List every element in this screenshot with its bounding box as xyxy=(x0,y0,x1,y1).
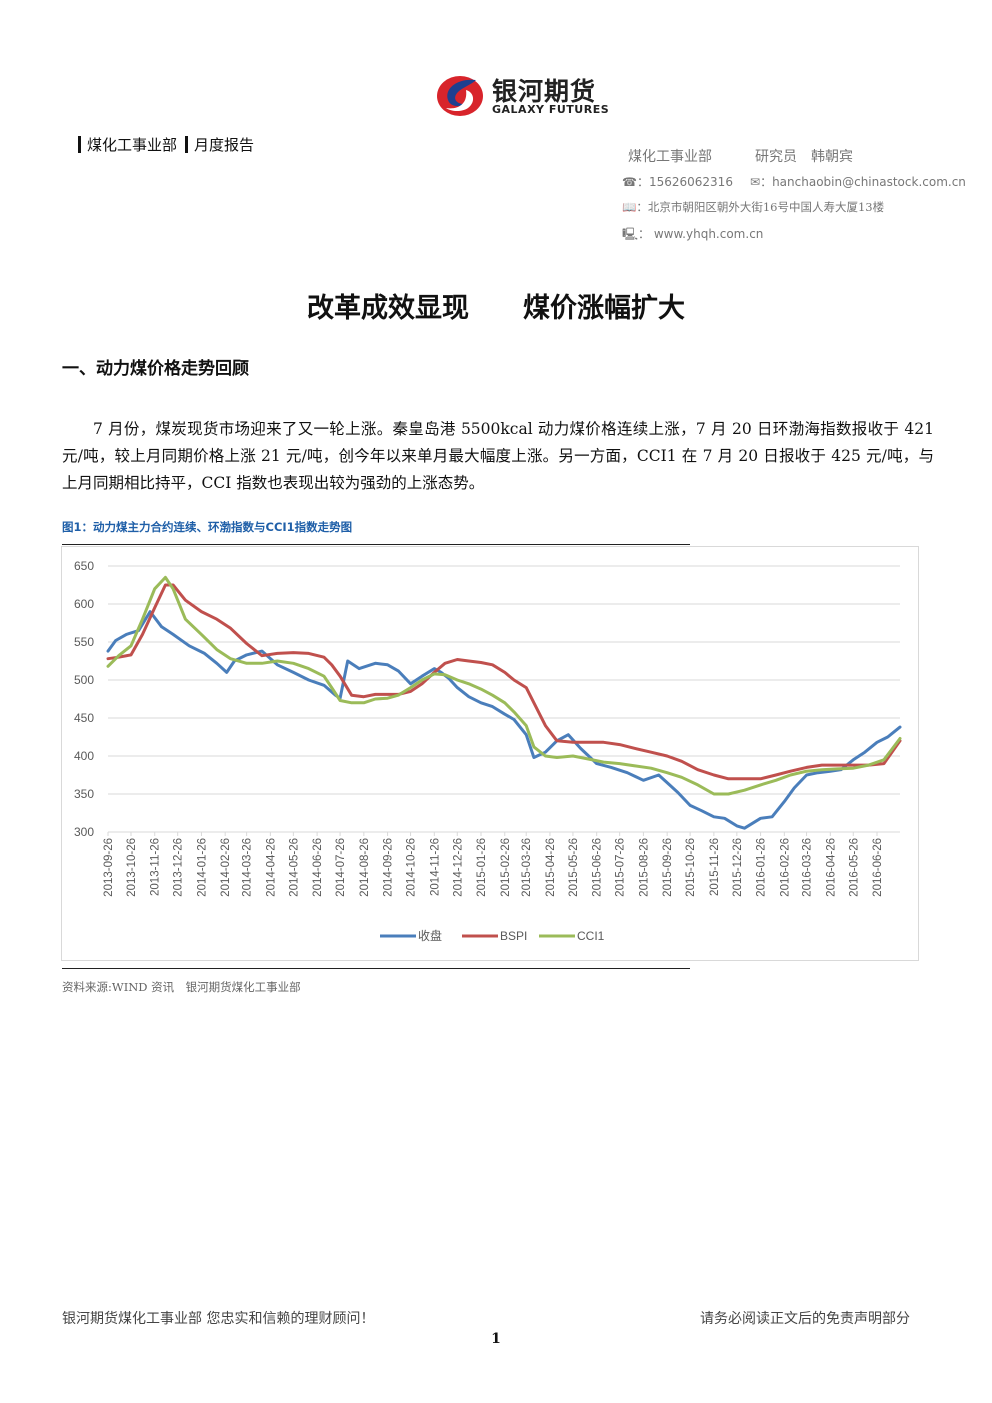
page-number: 1 xyxy=(491,1331,501,1347)
x-tick-label: 2014-01-26 xyxy=(196,838,208,897)
x-tick-label: 2015-06-26 xyxy=(592,838,604,897)
x-tick-label: 2014-02-26 xyxy=(220,838,232,897)
legend-label: BSPI xyxy=(500,929,527,943)
legend-label: CCI1 xyxy=(577,929,605,943)
footer-right: 请务必阅读正文后的免责声明部分 xyxy=(700,1311,910,1327)
contact-address-row: 📖：北京市朝阳区朝外大街16号中国人寿大厦13楼 xyxy=(622,200,885,214)
y-tick-label: 400 xyxy=(74,749,94,763)
logo-chinese-name: 银河期货 xyxy=(492,77,597,106)
source-rule xyxy=(62,968,690,969)
x-tick-label: 2015-03-26 xyxy=(521,838,533,897)
computer-icon: 🖳 xyxy=(622,227,639,241)
x-tick-label: 2015-11-26 xyxy=(709,838,721,896)
x-tick-label: 2015-01-26 xyxy=(476,838,488,897)
paragraph-text: 7 月份，煤炭现货市场迎来了又一轮上涨。秦皇岛港 5500kcal 动力煤价格连… xyxy=(62,420,934,492)
department-tag: 煤化工事业部 xyxy=(87,136,178,154)
series-line-1 xyxy=(106,610,902,830)
footer-left: 银河期货煤化工事业部 您忠实和信赖的理财顾问！ xyxy=(62,1311,375,1327)
y-tick-label: 500 xyxy=(74,673,94,687)
chart-svg: 300 350 400 450 500 550 600 650 2013-09-26 2013-1… xyxy=(74,559,902,943)
series-line-3 xyxy=(106,575,902,796)
galaxy-futures-logo: 银河期货 GALAXY FUTURES xyxy=(436,72,616,120)
x-tick-label: 2016-01-26 xyxy=(756,838,768,897)
x-tick-label: 2016-03-26 xyxy=(802,838,814,897)
x-tick-label: 2016-04-26 xyxy=(825,838,837,897)
x-tick-label: 2015-08-26 xyxy=(638,838,650,897)
x-tick-label: 2015-02-26 xyxy=(500,838,512,897)
x-tick-label: 2013-12-26 xyxy=(173,838,185,897)
series-line-2 xyxy=(106,583,902,781)
contact-phone-row: ☎：15626062316 xyxy=(622,175,733,189)
y-tick-label: 300 xyxy=(74,825,94,839)
contact-department: 煤化工事业部 xyxy=(628,149,712,165)
x-tick-label: 2016-02-26 xyxy=(779,838,791,897)
logo-english-name: GALAXY FUTURES xyxy=(492,103,610,116)
x-tick-label: 2014-03-26 xyxy=(242,838,254,897)
x-tick-label: 2014-11-26 xyxy=(429,838,441,896)
contact-website[interactable]: www.yhqh.com.cn xyxy=(653,227,764,241)
galaxy-logo-icon xyxy=(437,76,483,116)
x-tick-label: 2015-10-26 xyxy=(685,838,697,897)
x-tick-label: 2015-04-26 xyxy=(545,838,557,897)
x-tick-label: 2013-11-26 xyxy=(150,838,162,896)
x-tick-label: 2016-06-26 xyxy=(872,838,884,897)
x-tick-label: 2014-12-26 xyxy=(452,838,464,897)
contact-email-row: ✉：hanchaobin@chinastock.com.cn xyxy=(750,175,966,189)
contact-phone: 15626062316 xyxy=(648,175,733,189)
x-tick-label: 2015-07-26 xyxy=(615,838,627,897)
x-tick-label: 2013-10-26 xyxy=(126,838,138,897)
x-tick-label: 2014-10-26 xyxy=(406,838,418,897)
x-tick-label: 2014-08-26 xyxy=(359,838,371,897)
x-tick-label: 2014-07-26 xyxy=(335,838,347,897)
x-tick-label: 2014-06-26 xyxy=(312,838,324,897)
data-source: 资料来源:WIND 资讯 银河期货煤化工事业部 xyxy=(62,980,301,994)
phone-icon: ☎ xyxy=(622,175,637,189)
x-tick-label: 2013-09-26 xyxy=(103,838,115,897)
x-tick-label: 2014-05-26 xyxy=(288,838,300,897)
figure-caption: 图1：动力煤主力合约连续、环渤指数与CCI1指数走势图 xyxy=(62,520,353,534)
x-tick-label: 2015-12-26 xyxy=(732,838,744,897)
x-tick-label: 2014-09-26 xyxy=(383,838,395,897)
department-tags: 煤化工事业部 月度报告 xyxy=(78,134,254,155)
contact-researcher: 研究员 韩朝宾 xyxy=(755,149,853,165)
legend-label: 收盘 xyxy=(418,928,442,943)
x-tick-label: 2014-04-26 xyxy=(265,838,277,897)
y-tick-label: 600 xyxy=(74,597,94,611)
x-tick-label: 2016-05-26 xyxy=(848,838,860,897)
body-paragraph: 7 月份，煤炭现货市场迎来了又一轮上涨。秦皇岛港 5500kcal 动力煤价格连… xyxy=(62,416,934,497)
email-icon: ✉ xyxy=(750,175,761,189)
address-book-icon: 📖 xyxy=(622,200,637,214)
y-tick-label: 650 xyxy=(74,559,94,573)
price-chart: 300 350 400 450 500 550 600 650 2013-09-26 2013-1… xyxy=(61,546,919,961)
y-tick-label: 450 xyxy=(74,711,94,725)
contact-website-row: 🖳： www.yhqh.com.cn xyxy=(622,227,764,241)
x-tick-label: 2015-05-26 xyxy=(568,838,580,897)
tag-bar xyxy=(185,136,189,153)
y-tick-label: 550 xyxy=(74,635,94,649)
tag-bar xyxy=(78,136,81,153)
contact-email[interactable]: hanchaobin@chinastock.com.cn xyxy=(772,175,966,189)
caption-rule xyxy=(62,544,690,545)
report-type-tag: 月度报告 xyxy=(194,136,255,154)
y-tick-label: 350 xyxy=(74,787,94,801)
x-tick-label: 2015-09-26 xyxy=(662,838,674,897)
report-title: 改革成效显现 煤价涨幅扩大 xyxy=(307,293,685,324)
contact-address: 北京市朝阳区朝外大街16号中国人寿大厦13楼 xyxy=(647,200,885,214)
section-heading: 一、动力煤价格走势回顾 xyxy=(62,359,249,379)
